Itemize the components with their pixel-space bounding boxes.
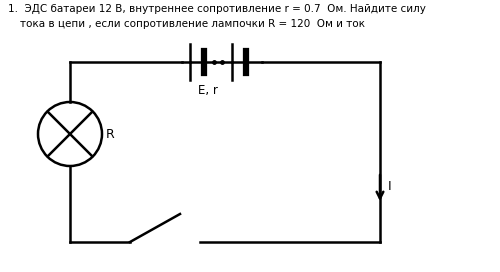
Text: E, r: E, r	[198, 84, 218, 97]
Text: R: R	[106, 128, 115, 141]
Text: тока в цепи , если сопротивление лампочки R = 120  Ом и ток: тока в цепи , если сопротивление лампочк…	[20, 19, 365, 29]
Text: 1.  ЭДС батареи 12 В, внутреннее сопротивление r = 0.7  Ом. Найдите силу: 1. ЭДС батареи 12 В, внутреннее сопротив…	[8, 4, 426, 14]
Text: I: I	[388, 181, 392, 193]
